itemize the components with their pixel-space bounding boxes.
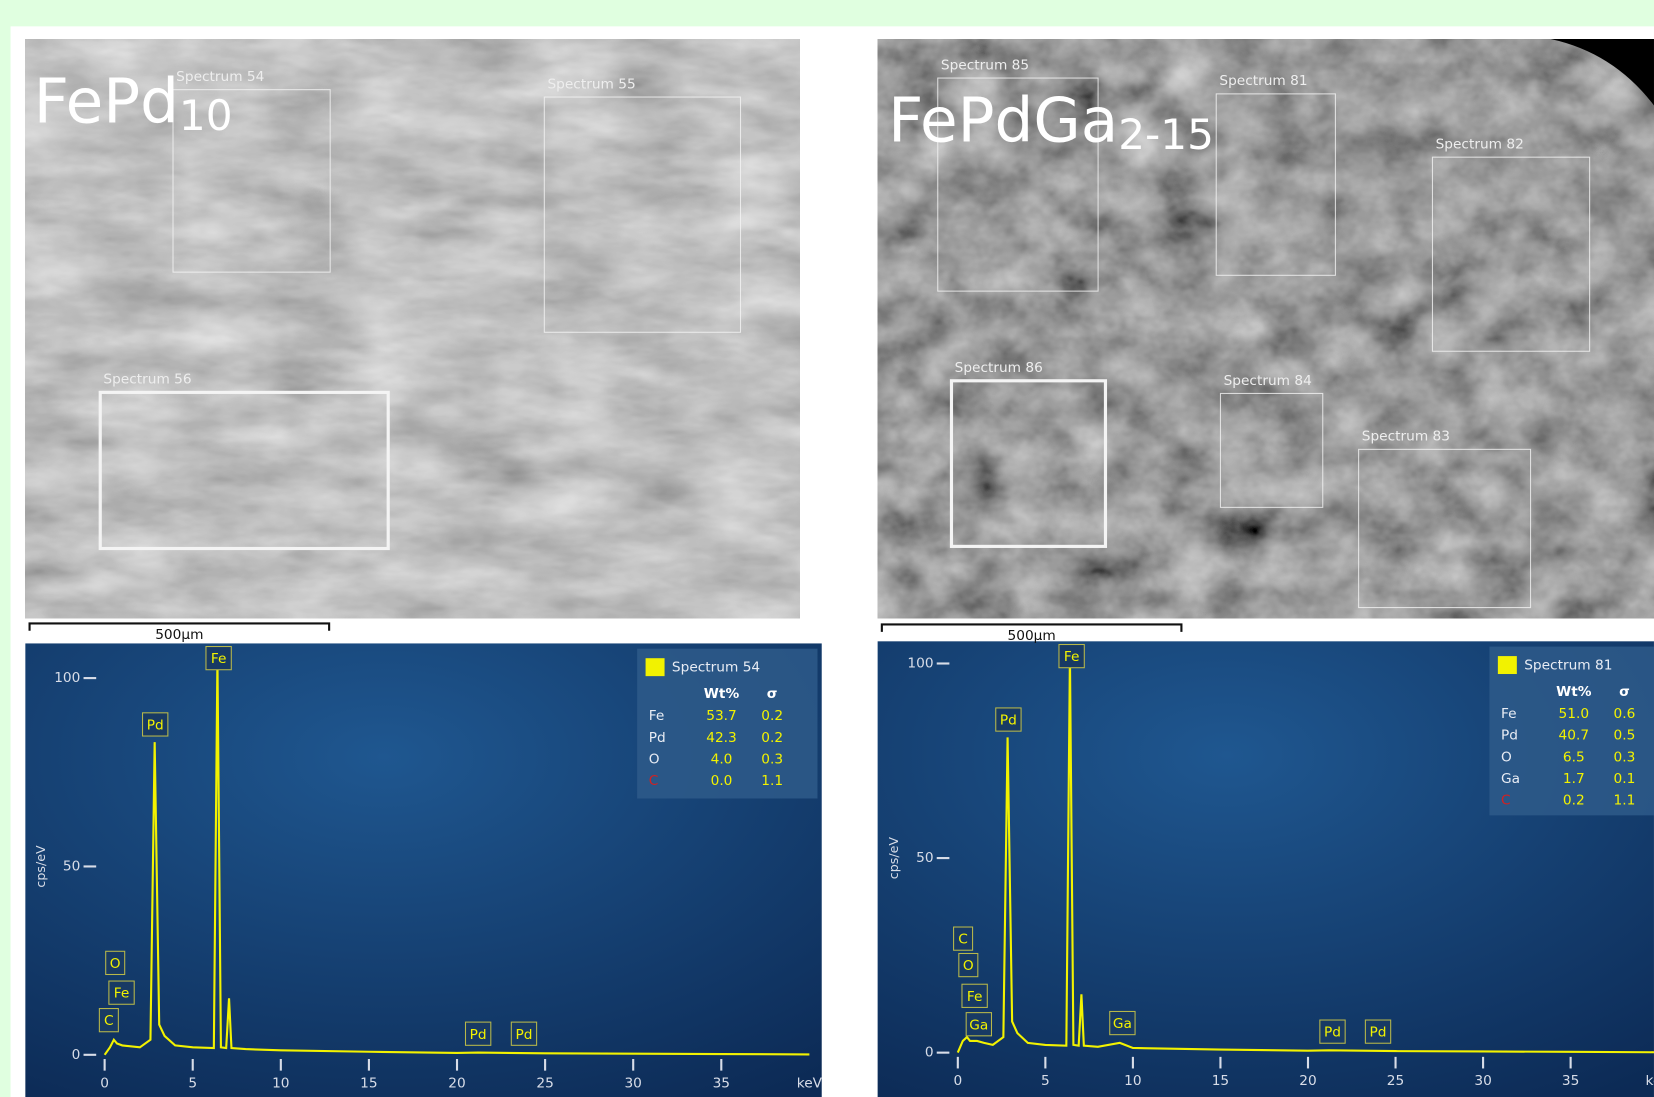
region-label: Spectrum 55 bbox=[547, 76, 635, 92]
y-tick-label: 50 bbox=[916, 850, 933, 866]
peak-label: Fe bbox=[211, 651, 227, 667]
title-text: FePdGa bbox=[888, 85, 1118, 156]
legend-value: 53.7 bbox=[706, 708, 737, 724]
legend-value: 4.0 bbox=[711, 751, 733, 767]
legend-value: 1.7 bbox=[1563, 771, 1585, 787]
region-label: Spectrum 81 bbox=[1219, 73, 1307, 89]
y-tick-label: 100 bbox=[54, 670, 80, 686]
legend-name: Spectrum 54 bbox=[672, 660, 760, 676]
legend-column: Wt% bbox=[1556, 684, 1592, 700]
peak-label: O bbox=[110, 956, 121, 972]
legend-value: 6.5 bbox=[1563, 749, 1585, 765]
legend-column: Wt% bbox=[704, 686, 740, 702]
peak-label: Pd bbox=[1000, 713, 1017, 729]
x-tick-label: 10 bbox=[272, 1075, 289, 1091]
legend-swatch bbox=[1498, 656, 1517, 674]
peak-label: O bbox=[963, 958, 974, 974]
region-label: Spectrum 86 bbox=[955, 360, 1043, 376]
legend-value: 0.2 bbox=[1563, 793, 1585, 809]
legend-value: 0.5 bbox=[1614, 728, 1636, 744]
y-axis-label: cps/eV bbox=[886, 837, 901, 880]
legend-element: O bbox=[1501, 749, 1512, 765]
x-axis-label: keV bbox=[797, 1075, 823, 1091]
legend-value: 42.3 bbox=[706, 730, 737, 746]
legend-name: Spectrum 81 bbox=[1524, 658, 1612, 674]
region-label: Spectrum 84 bbox=[1224, 373, 1312, 389]
scale-bar-label: 500μm bbox=[155, 627, 203, 643]
peak-label: Fe bbox=[114, 986, 130, 1002]
y-tick-label: 100 bbox=[907, 656, 933, 672]
legend-value: 40.7 bbox=[1559, 728, 1590, 744]
x-tick-label: 5 bbox=[1041, 1073, 1050, 1089]
title-subscript: 10 bbox=[179, 91, 233, 140]
x-tick-label: 15 bbox=[360, 1075, 377, 1091]
legend-element: Ga bbox=[1501, 771, 1520, 787]
peak-label: Ga bbox=[1113, 1016, 1132, 1032]
y-axis-label: cps/eV bbox=[33, 845, 48, 888]
peak-label: Pd bbox=[147, 717, 164, 733]
region-label: Spectrum 82 bbox=[1436, 137, 1524, 153]
y-tick-label: 50 bbox=[63, 858, 80, 874]
x-tick-label: 0 bbox=[953, 1073, 962, 1089]
x-tick-label: 30 bbox=[1474, 1073, 1491, 1089]
legend-column: σ bbox=[1619, 684, 1630, 700]
y-tick-label: 0 bbox=[925, 1045, 934, 1061]
peak-label: Fe bbox=[1064, 649, 1080, 665]
peak-label: Pd bbox=[515, 1027, 532, 1043]
legend-value: 0.6 bbox=[1614, 706, 1636, 722]
legend-value: 51.0 bbox=[1559, 706, 1590, 722]
x-tick-label: 15 bbox=[1212, 1073, 1229, 1089]
x-tick-label: 20 bbox=[448, 1075, 465, 1091]
y-tick-label: 0 bbox=[72, 1047, 81, 1063]
peak-label: C bbox=[104, 1013, 114, 1029]
peak-label: C bbox=[958, 932, 968, 948]
legend-element: Pd bbox=[649, 730, 666, 746]
peak-label: Ga bbox=[969, 1017, 988, 1033]
legend-element: C bbox=[649, 773, 659, 789]
legend-value: 1.1 bbox=[1614, 793, 1636, 809]
x-tick-label: 25 bbox=[1387, 1073, 1404, 1089]
peak-label: Fe bbox=[967, 989, 983, 1005]
legend-value: 1.1 bbox=[761, 773, 783, 789]
x-tick-label: 30 bbox=[624, 1075, 641, 1091]
legend-value: 0.3 bbox=[761, 751, 783, 767]
title-text: FePd bbox=[34, 66, 179, 137]
figure: Spectrum 54Spectrum 55Spectrum 56FePd105… bbox=[0, 0, 1654, 1097]
x-tick-label: 35 bbox=[1562, 1073, 1579, 1089]
x-tick-label: 35 bbox=[713, 1075, 730, 1091]
legend-element: Fe bbox=[1501, 706, 1517, 722]
legend-column: σ bbox=[767, 686, 778, 702]
legend-value: 0.2 bbox=[761, 730, 783, 746]
peak-label: Pd bbox=[470, 1027, 487, 1043]
x-tick-label: 20 bbox=[1299, 1073, 1316, 1089]
title-subscript: 2-15 bbox=[1118, 110, 1214, 159]
legend-value: 0.1 bbox=[1614, 771, 1636, 787]
legend-value: 0.2 bbox=[761, 708, 783, 724]
x-tick-label: 25 bbox=[536, 1075, 553, 1091]
legend-value: 0.3 bbox=[1614, 749, 1636, 765]
legend-element: O bbox=[649, 751, 660, 767]
region-label: Spectrum 56 bbox=[103, 372, 191, 388]
region-label: Spectrum 54 bbox=[176, 69, 264, 85]
legend-element: Fe bbox=[649, 708, 665, 724]
scale-bar-label: 500μm bbox=[1008, 628, 1056, 644]
legend-element: C bbox=[1501, 793, 1511, 809]
x-tick-label: 5 bbox=[188, 1075, 197, 1091]
legend-element: Pd bbox=[1501, 728, 1518, 744]
x-tick-label: 0 bbox=[100, 1075, 109, 1091]
peak-label: Pd bbox=[1324, 1025, 1341, 1041]
x-tick-label: 10 bbox=[1124, 1073, 1141, 1089]
region-label: Spectrum 83 bbox=[1362, 429, 1450, 445]
region-label: Spectrum 85 bbox=[941, 57, 1029, 73]
legend-swatch bbox=[646, 658, 665, 676]
peak-label: Pd bbox=[1370, 1025, 1387, 1041]
x-axis-label: keV bbox=[1646, 1073, 1654, 1089]
legend-value: 0.0 bbox=[711, 773, 733, 789]
